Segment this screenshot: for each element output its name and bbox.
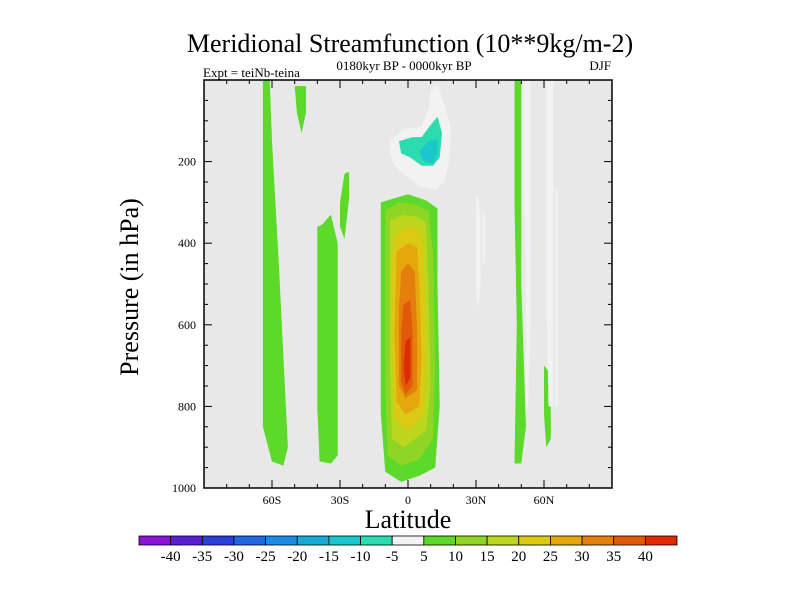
period-label: 0180kyr BP - 0000kyr BP xyxy=(336,58,471,73)
colorbar-swatch xyxy=(360,535,393,546)
y-tick-label: 600 xyxy=(178,318,196,332)
colorbar-swatch xyxy=(644,535,678,546)
contour-positive-band-60S xyxy=(262,80,288,466)
contour-positive-band-27S xyxy=(340,171,350,240)
colorbar-label: 40 xyxy=(638,549,653,565)
colorbar-label: -30 xyxy=(224,549,244,565)
colorbar-swatch xyxy=(581,535,615,546)
colorbar-label: 15 xyxy=(480,549,495,565)
contour-positive-band-48N xyxy=(514,80,526,464)
colorbar-label: -40 xyxy=(161,549,181,565)
chart-title: Meridional Streamfunction (10**9kg/m-2) xyxy=(187,29,633,58)
colorbar-swatch xyxy=(296,535,330,546)
contour-negative-band-2 xyxy=(482,210,486,268)
colorbar-swatch xyxy=(486,535,520,546)
colorbar-label: 20 xyxy=(511,549,526,565)
contour-regions xyxy=(262,80,558,482)
contour-positive-band-30S xyxy=(317,214,338,464)
season-label: DJF xyxy=(589,58,611,73)
colorbar-label: 30 xyxy=(575,549,590,565)
colorbar-swatch xyxy=(455,535,488,546)
axis-ticks: 60S 30S 0 30N 60N 200 400 600 800 1000 xyxy=(172,80,612,507)
contour-negative-band-67N xyxy=(555,190,558,407)
colorbar-swatch xyxy=(518,535,551,546)
x-tick-label: 30N xyxy=(466,493,487,507)
experiment-label: Expt = teiNb-teina xyxy=(203,65,300,80)
colorbar-swatch xyxy=(265,535,298,546)
colorbar-label: -5 xyxy=(386,549,399,565)
x-tick-label: 60N xyxy=(534,493,555,507)
x-tick-label: 30S xyxy=(331,493,350,507)
colorbar-label: -25 xyxy=(256,549,276,565)
colorbar-swatch xyxy=(138,535,172,546)
contour-negative-band-53N xyxy=(523,80,531,415)
x-axis-label: Latitude xyxy=(365,505,452,534)
x-tick-label: 60S xyxy=(263,493,282,507)
colorbar-label: -10 xyxy=(351,549,371,565)
y-axis-label: Pressure (in hPa) xyxy=(115,198,144,376)
contour-negative-band-1 xyxy=(476,194,481,309)
contour-eq-core xyxy=(403,337,411,386)
contour-negative-band-63N xyxy=(546,80,554,407)
y-tick-label: 400 xyxy=(178,236,196,250)
colorbar-swatch xyxy=(170,535,203,546)
colorbar-swatch xyxy=(201,535,235,546)
colorbar-swatch xyxy=(391,535,425,546)
colorbar-swatch xyxy=(328,535,361,546)
colorbar-label: -35 xyxy=(192,549,212,565)
colorbar-label: 10 xyxy=(448,549,463,565)
colorbar: -40 -35 -30 -25 -20 -15 -10 -5 5 10 15 20 25 30 35 40 xyxy=(138,535,678,565)
colorbar-label: 5 xyxy=(420,549,428,565)
contour-upper-neg-15 xyxy=(419,139,438,164)
x-tick-label: 0 xyxy=(405,493,411,507)
colorbar-label: -15 xyxy=(319,549,339,565)
y-tick-label: 200 xyxy=(178,155,196,169)
y-tick-label: 800 xyxy=(178,399,196,413)
colorbar-swatch xyxy=(550,535,583,546)
colorbar-swatch xyxy=(423,535,456,546)
colorbar-swatch xyxy=(233,535,266,546)
y-tick-label: 1000 xyxy=(172,481,196,495)
colorbar-label: -20 xyxy=(287,549,307,565)
colorbar-label: 25 xyxy=(543,549,558,565)
contour-positive-band-50S xyxy=(294,86,306,133)
colorbar-swatch xyxy=(613,535,646,546)
colorbar-label: 35 xyxy=(606,549,621,565)
